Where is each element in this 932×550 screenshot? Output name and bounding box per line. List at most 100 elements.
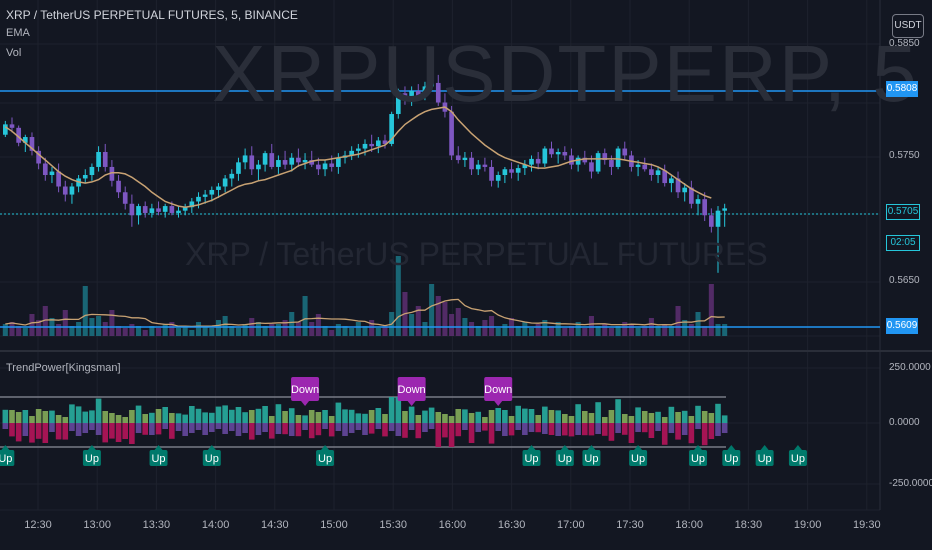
up-label: Up	[85, 453, 99, 465]
osc-bull-bar	[268, 416, 275, 423]
candle-body	[229, 173, 235, 179]
ema-legend[interactable]: EMA	[6, 27, 30, 39]
candle-body	[562, 151, 568, 156]
up-badge	[82, 450, 101, 466]
osc-bear-bar	[641, 423, 648, 433]
osc-bull-bar	[695, 405, 701, 423]
up-signal: Up	[316, 445, 335, 466]
up-signal: Up	[555, 445, 574, 466]
osc-bear-bar	[189, 423, 195, 433]
osc-bear-bar	[29, 423, 35, 443]
volume-bar	[255, 322, 261, 336]
volume-bar	[695, 312, 701, 336]
osc-bear-bar	[129, 423, 135, 444]
osc-bull-bar	[468, 413, 475, 423]
osc-tick: 250.0000	[889, 362, 931, 373]
up-signal: Up	[582, 445, 601, 466]
osc-bull-bar	[195, 408, 202, 423]
osc-bull-bar	[15, 412, 22, 423]
ema-line	[4, 106, 712, 208]
osc-bull-bar	[562, 414, 568, 423]
up-badge	[689, 450, 708, 466]
volume-bar	[662, 324, 668, 336]
osc-bull-bar	[89, 410, 95, 423]
down-badge	[484, 377, 513, 401]
down-badge-pointer	[301, 401, 310, 406]
up-signal: Up	[755, 445, 774, 466]
osc-bear-bar	[135, 423, 142, 433]
osc-bull-bar	[355, 413, 362, 423]
volume-bar	[195, 322, 202, 336]
up-badge-pointer	[1, 445, 10, 450]
volume-bar	[382, 326, 388, 336]
time-tick: 19:30	[853, 519, 881, 531]
osc-bear-bar	[242, 423, 248, 433]
osc-bear-bar	[575, 423, 581, 435]
osc-bull-bar	[375, 408, 382, 423]
osc-bear-bar	[555, 423, 561, 436]
osc-bull-bar	[675, 412, 681, 423]
osc-bull-bar	[122, 417, 129, 423]
volume-bar	[568, 326, 575, 336]
oscillator-legend[interactable]: TrendPower[Kingsman]	[6, 362, 121, 374]
volume-bar	[668, 326, 674, 336]
osc-bull-bar	[395, 397, 402, 423]
candle-body	[176, 210, 181, 213]
volume-bar	[702, 326, 708, 336]
osc-bull-bar	[408, 406, 415, 423]
currency-button[interactable]: USDT	[892, 14, 924, 38]
osc-bull-bar	[548, 410, 555, 423]
up-signal: Up	[0, 445, 15, 466]
volume-bar	[155, 328, 162, 336]
up-label: Up	[205, 453, 219, 465]
volume-bar	[229, 326, 235, 336]
chart-title[interactable]: XRP / TetherUS PERPETUAL FUTURES, 5, BIN…	[6, 8, 298, 22]
volume-bar	[295, 322, 301, 336]
volume-bar	[515, 326, 521, 336]
volume-bar	[522, 322, 528, 336]
osc-bull-bar	[149, 412, 155, 423]
candle-body	[189, 201, 195, 208]
up-signal: Up	[788, 445, 807, 466]
candle-body	[715, 210, 721, 227]
candle-body	[375, 140, 381, 147]
candle-body	[709, 215, 714, 227]
osc-bear-bar	[615, 423, 621, 433]
candle-body	[242, 155, 248, 163]
volume-bar	[675, 306, 681, 336]
osc-bear-bar	[15, 423, 22, 442]
osc-bear-bar	[475, 423, 482, 432]
down-badge	[397, 377, 426, 401]
candle-body	[222, 178, 228, 187]
candle-body	[382, 140, 388, 144]
candle-body	[522, 164, 528, 169]
volume-bar	[575, 322, 581, 336]
osc-bear-bar	[149, 423, 155, 435]
candle-body	[429, 82, 434, 87]
candle-body	[9, 124, 15, 128]
osc-bull-bar	[482, 417, 488, 423]
osc-bear-bar	[262, 423, 268, 432]
candle-body	[722, 208, 728, 211]
osc-bull-bar	[495, 408, 502, 423]
up-badge-pointer	[154, 445, 163, 450]
candle-body	[29, 137, 35, 151]
osc-bear-bar	[342, 423, 348, 436]
osc-bull-bar	[75, 406, 82, 423]
osc-bear-bar	[482, 423, 488, 431]
time-tick: 13:00	[83, 519, 111, 531]
candle-body	[622, 148, 628, 156]
price-tick: 0.5750	[889, 150, 920, 161]
osc-bear-bar	[235, 423, 242, 436]
candle-body	[82, 175, 88, 179]
osc-bull-bar	[508, 416, 515, 423]
vol-legend[interactable]: Vol	[6, 47, 22, 59]
osc-bull-bar	[215, 406, 222, 423]
up-signal: Up	[82, 445, 101, 466]
osc-bear-bar	[588, 423, 595, 436]
candle-body	[249, 155, 255, 170]
candle-body	[482, 164, 488, 167]
osc-bear-bar	[408, 423, 415, 430]
osc-bull-bar	[668, 406, 675, 423]
osc-bull-bar	[555, 410, 561, 423]
